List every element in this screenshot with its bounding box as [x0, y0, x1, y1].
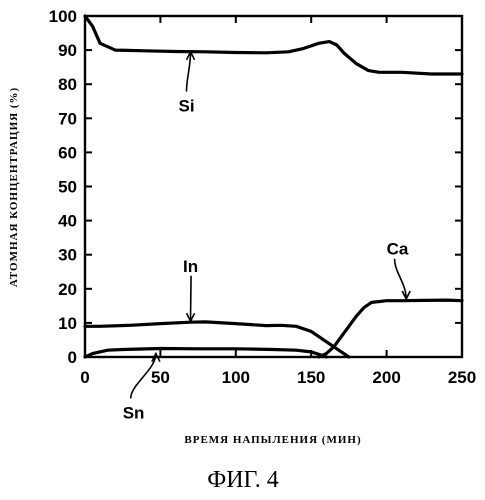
arrowhead-ca	[401, 290, 411, 301]
y-tick-label: 50	[58, 178, 77, 197]
figure-caption: ФИГ. 4	[207, 467, 278, 493]
x-tick-label: 150	[297, 368, 325, 387]
series-line-si	[83, 14, 464, 76]
annotations: Si In Sn Ca	[123, 50, 411, 422]
y-tick-label: 90	[58, 41, 77, 60]
leader-line-sn	[129, 353, 157, 399]
y-tick-label: 60	[58, 143, 77, 162]
arrowhead-sn	[151, 351, 161, 362]
x-tick-label: 100	[222, 368, 250, 387]
y-tick-label: 30	[58, 246, 77, 265]
series-label-ca: Ca	[387, 240, 409, 259]
x-axis-label: ВРЕМЯ НАПЫЛЕНИЯ (МИН)	[184, 434, 361, 446]
x-tick-label: 250	[448, 368, 476, 387]
leader-line-si	[185, 51, 192, 92]
y-tick-label: 0	[68, 348, 77, 367]
x-tick-label: 0	[80, 368, 89, 387]
y-tick-label: 40	[58, 212, 77, 231]
series-label-sn: Sn	[123, 403, 145, 422]
y-tick-label: 10	[58, 314, 77, 333]
arrowhead-in	[185, 312, 196, 323]
leader-line-ca	[393, 258, 408, 300]
y-tick-label: 70	[58, 109, 77, 128]
x-tick-label: 50	[151, 368, 170, 387]
series-label-in: In	[183, 257, 198, 276]
y-axis-label: АТОМНАЯ КОНЦЕНТРАЦИЯ (%)	[8, 87, 20, 287]
y-tick-labels: 0 10 20 30 40 50 60 70 80 90 100	[49, 7, 77, 367]
plot-frame	[83, 14, 464, 359]
series-line-ca	[317, 298, 464, 359]
x-tick-labels: 0 50 100 150 200 250	[80, 368, 476, 387]
y-tick-label: 100	[49, 7, 77, 26]
tick-marks	[84, 15, 463, 358]
series-label-si: Si	[178, 96, 194, 115]
arrowhead-si	[185, 50, 196, 61]
series-line-sn	[83, 346, 328, 359]
y-tick-label: 80	[58, 75, 77, 94]
series-line-in	[83, 320, 351, 359]
y-tick-label: 20	[58, 280, 77, 299]
x-tick-label: 200	[372, 368, 400, 387]
series-lines	[83, 14, 464, 359]
